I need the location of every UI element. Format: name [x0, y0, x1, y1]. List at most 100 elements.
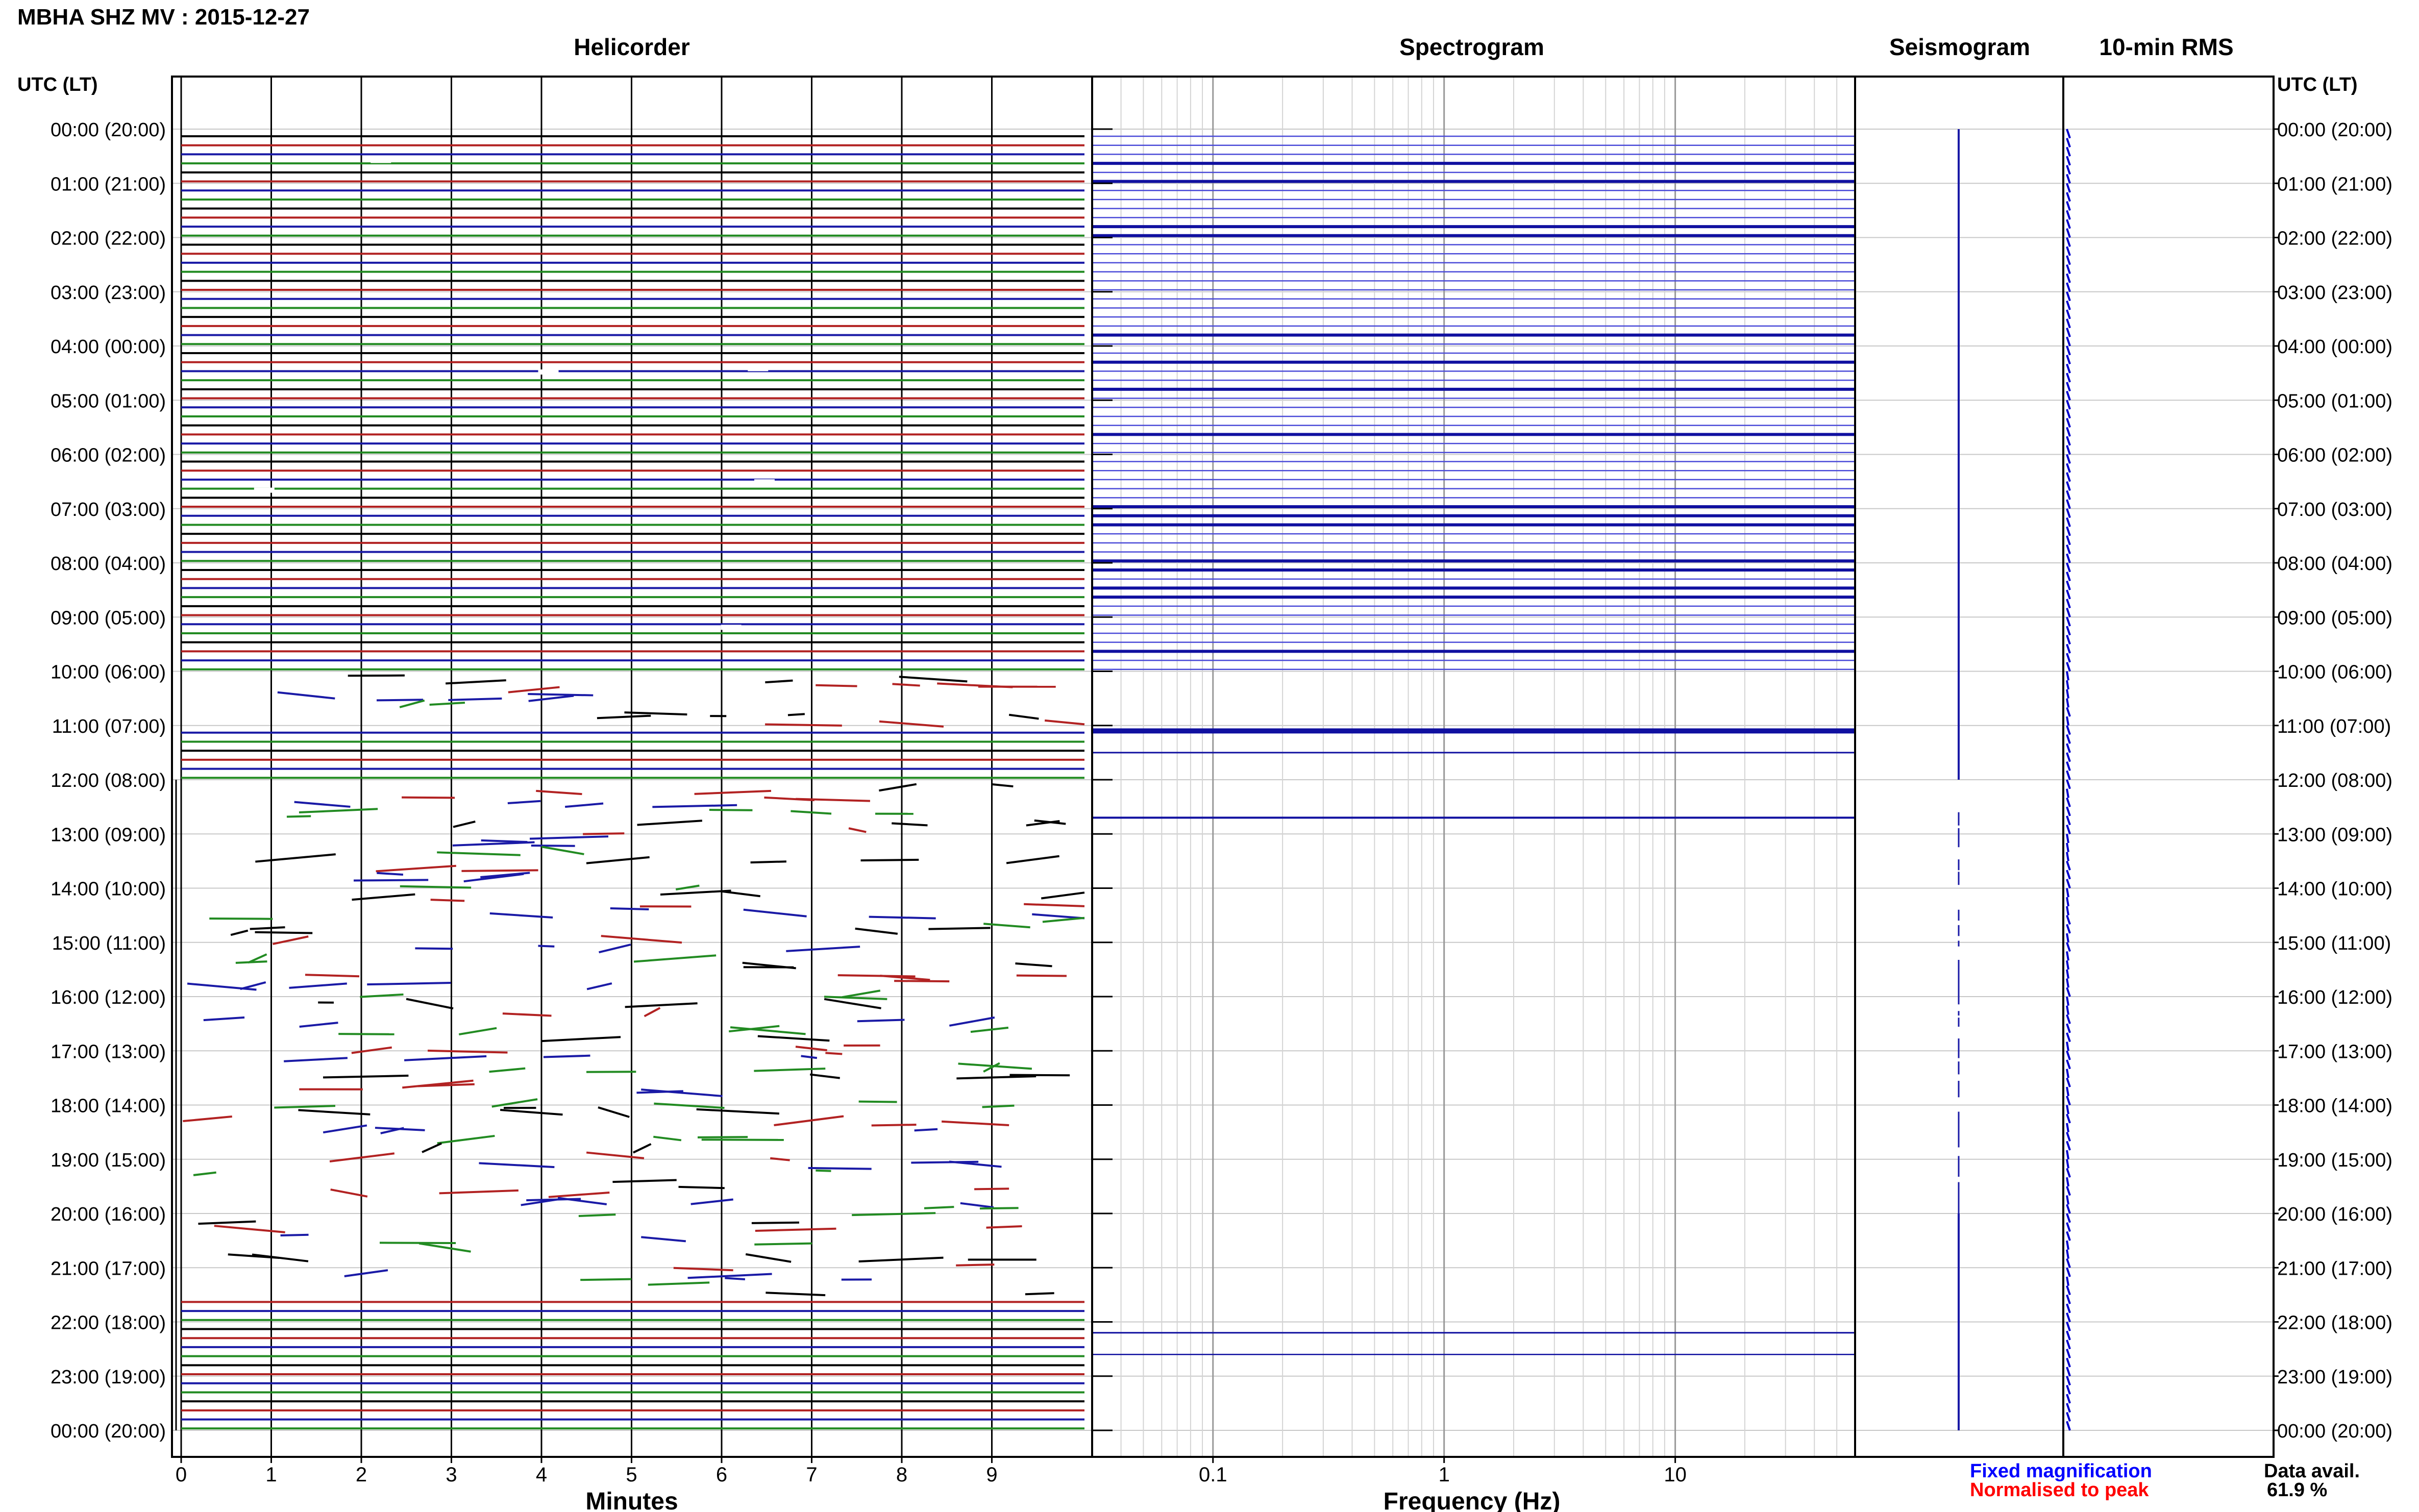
helicorder-segment [641, 1088, 723, 1097]
time-label-left: 11:00 (07:00) [52, 716, 166, 737]
helicorder-segment [610, 907, 649, 910]
rms-bar [2066, 1077, 2071, 1087]
helicorder-segment [404, 1055, 487, 1061]
time-label-left: 18:00 (14:00) [51, 1096, 166, 1117]
rms-bar [2066, 544, 2071, 554]
helicorder-segment [869, 915, 936, 920]
time-label-left: 05:00 (01:00) [51, 390, 166, 412]
helicorder-segment [745, 1253, 792, 1263]
helicorder-segment [928, 927, 991, 930]
helicorder-segment [352, 893, 415, 901]
helicorder-segment [914, 1128, 938, 1132]
rms-bar [2066, 146, 2071, 157]
rms-bar [2066, 1340, 2071, 1350]
helicorder-segment [586, 856, 650, 864]
helicorder-segment [754, 1068, 826, 1072]
helicorder-segment [1041, 891, 1085, 900]
rms-bar [2066, 183, 2071, 193]
helicorder-segment [694, 789, 772, 795]
rms-bar [2066, 481, 2071, 491]
time-label-left: 20:00 (16:00) [51, 1204, 166, 1225]
time-label-right: 11:00 (07:00) [2277, 716, 2391, 737]
helicorder-segment [892, 822, 928, 827]
rms-bar [2066, 716, 2069, 726]
helicorder-segment [367, 982, 451, 986]
helicorder-segment [528, 695, 574, 702]
rms-bar [2066, 680, 2069, 690]
helicorder-segment [858, 1256, 944, 1263]
trace-gap [754, 479, 775, 485]
rms-bar [2066, 1059, 2071, 1070]
helicorder-segment [801, 1055, 818, 1059]
helicorder-segment [277, 691, 335, 700]
helicorder-segment [428, 1049, 508, 1054]
rms-bar [2066, 327, 2071, 337]
helicorder-segment [578, 1213, 616, 1217]
helicorder-segment [879, 720, 944, 728]
helicorder-segment [250, 926, 285, 930]
helicorder-segment [344, 1269, 388, 1277]
rms-bar [2066, 1141, 2071, 1151]
label-layer: 00:00 (20:00) 00:00 (20:00) 01:00 (21:00) 0… [51, 119, 2392, 1486]
utc-label-left: UTC (LT) [17, 74, 98, 95]
rms-bar [2066, 1312, 2071, 1323]
helicorder-segment [491, 1098, 538, 1108]
rms-bar [2066, 1113, 2071, 1124]
helicorder-segment [625, 1002, 698, 1008]
time-label-right: 05:00 (01:00) [2277, 390, 2392, 412]
helicorder-segment [855, 927, 898, 935]
helicorder-segment [548, 1191, 610, 1198]
helicorder-segment [787, 713, 805, 716]
trace-gap [538, 369, 559, 375]
rms-bar [2066, 852, 2069, 861]
time-label-right: 03:00 (23:00) [2277, 282, 2392, 304]
legend-normalised-to-peak: Normalised to peak [1970, 1479, 2149, 1501]
rms-bar [2066, 246, 2071, 256]
rms-bar [2066, 1249, 2069, 1259]
rms-bar [2066, 1150, 2069, 1160]
helicorder-segment [330, 1188, 368, 1198]
helicorder-segment [305, 974, 360, 978]
rms-bar [2066, 698, 2069, 708]
helicorder-segment [565, 802, 604, 808]
rms-bar [2066, 508, 2071, 518]
rms-bar [2066, 879, 2071, 889]
rms-bar [2066, 1276, 2069, 1286]
helicorder-segment [742, 961, 796, 970]
rms-bar [2066, 1005, 2069, 1015]
rms-bar [2066, 752, 2071, 762]
rms-bar [2066, 870, 2071, 880]
helicorder-segment [848, 827, 867, 833]
rms-bar [2066, 616, 2071, 627]
rms-bar [2066, 300, 2071, 310]
time-label-right: 13:00 (09:00) [2277, 824, 2392, 846]
helicorder-segment [1044, 719, 1085, 726]
time-label-right: 18:00 (14:00) [2277, 1096, 2392, 1117]
helicorder-segment [678, 1185, 725, 1189]
helicorder-segment [612, 1179, 677, 1183]
helicorder-segment [641, 1236, 686, 1243]
helicorder-segment [842, 989, 881, 999]
helicorder-segment [837, 974, 916, 978]
rms-bar [2066, 580, 2071, 590]
helicorder-segment [446, 679, 506, 685]
helicorder-segment [1024, 903, 1085, 907]
time-label-right: 00:00 (20:00) [2277, 119, 2392, 141]
rms-bar [2066, 318, 2071, 329]
rms-bar [2066, 1321, 2071, 1331]
helicorder-segment [725, 1277, 746, 1281]
helicorder-segment [586, 982, 612, 990]
helicorder-segment [273, 935, 309, 945]
rms-bar [2066, 1042, 2069, 1051]
minute-tick-label: 6 [716, 1464, 727, 1486]
time-label-right: 19:00 (15:00) [2277, 1150, 2392, 1171]
minute-tick-label: 7 [806, 1464, 817, 1486]
minute-tick-label: 1 [265, 1464, 277, 1486]
rms-bar [2066, 707, 2071, 717]
helicorder-segment [508, 686, 560, 693]
rms-bar [2066, 833, 2069, 844]
spectrogram-frame [1091, 76, 1856, 1458]
rms-bar [2066, 906, 2069, 915]
helicorder-segment [521, 1198, 557, 1206]
helicorder-segment [422, 1142, 442, 1153]
